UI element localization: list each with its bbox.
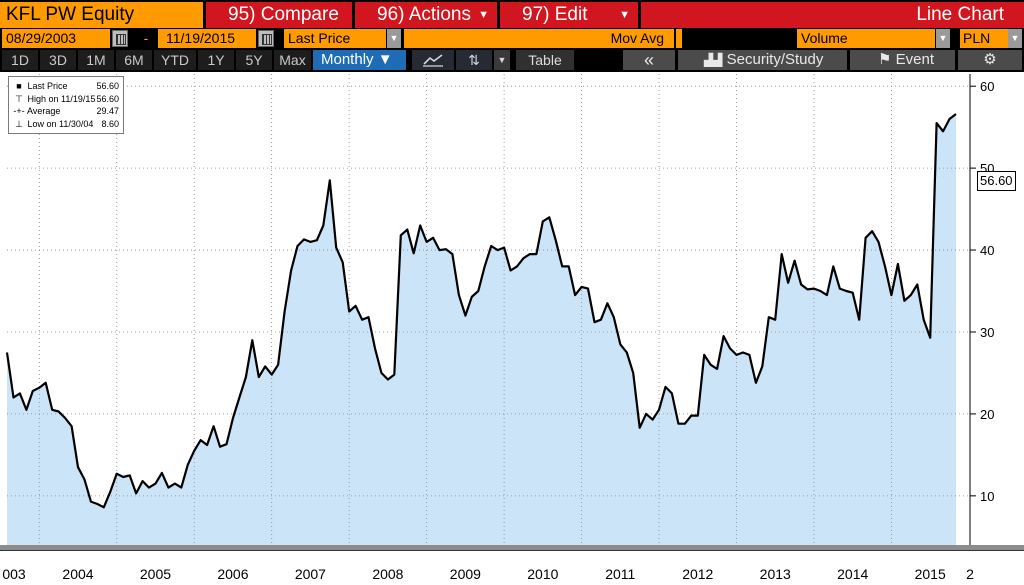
start-calendar-icon[interactable] [112, 30, 128, 47]
event-button[interactable]: ⚑ Event [850, 50, 955, 70]
y-tick-label: 20 [980, 407, 994, 422]
y-tick-label: 10 [980, 489, 994, 504]
x-tick-label: 2015 [915, 566, 946, 582]
price-area [7, 114, 956, 545]
price-line [5, 113, 957, 509]
compare-arrows-icon: ⇅ [468, 52, 480, 68]
x-tick-label: 2007 [295, 566, 326, 582]
x-tick-label: 2014 [837, 566, 868, 582]
table-button[interactable]: Table [516, 50, 574, 70]
legend-label: Last Price [27, 81, 68, 91]
period-select[interactable]: Monthly ▼ [313, 50, 406, 70]
legend-value: 8.60 [101, 118, 119, 129]
x-tick-label: 2005 [140, 566, 171, 582]
currency-field[interactable]: PLN [960, 29, 1008, 48]
collapse-button[interactable]: « [623, 50, 675, 70]
range-ytd-button[interactable]: YTD [154, 50, 196, 70]
event-label: Event [895, 51, 934, 68]
security-study-label: Security/Study [726, 51, 824, 68]
gear-icon: ⚙ [983, 51, 997, 68]
line-style-button[interactable] [412, 50, 454, 70]
x-tick-label: 2006 [217, 566, 248, 582]
settings-button[interactable]: ⚙ [958, 50, 1022, 70]
edit-label: 97) Edit [522, 4, 588, 25]
edit-menu[interactable]: 97) Edit ▼ [500, 2, 638, 28]
compare-arrows-button[interactable]: ⇅ [456, 50, 492, 70]
range-1y-button[interactable]: 1Y [198, 50, 234, 70]
actions-caret-icon: ▼ [478, 9, 489, 21]
flag-icon: ⚑ [878, 51, 892, 68]
x-tick-label: 2011 [605, 566, 635, 582]
average-marker-icon: -+- [13, 106, 25, 116]
end-date-field[interactable]: 11/19/2015 [158, 29, 256, 48]
legend-label: Average [27, 106, 61, 116]
legend-row-last-price: ■ Last Price 56.60 [13, 80, 120, 93]
x-tick-label: 003 [2, 566, 26, 582]
date-separator: - [143, 30, 149, 46]
security-ticker[interactable]: KFL PW Equity [0, 2, 203, 28]
start-date-field[interactable]: 08/29/2003 [2, 29, 110, 48]
mov-avg-field[interactable]: Mov Avg [404, 29, 674, 48]
x-tick-label: 2004 [62, 566, 93, 582]
last-price-marker-icon: ■ [16, 81, 22, 91]
date-field-bar: 08/29/2003 - 11/19/2015 Last Price ▼ Mov… [0, 29, 1024, 48]
x-tick-label: 2013 [760, 566, 791, 582]
actions-menu[interactable]: 96) Actions ▼ [355, 2, 497, 28]
range-5y-button[interactable]: 5Y [236, 50, 272, 70]
title-bar: KFL PW Equity 95) Compare 96) Actions ▼ … [0, 0, 1024, 29]
last-price-label: 56.60 [977, 171, 1016, 191]
legend-row-high: ⊤ High on 11/19/15 56.60 [13, 93, 120, 106]
x-tick-label: 2 [966, 566, 974, 582]
mov-avg-spacer [676, 29, 682, 48]
volume-field[interactable]: Volume [797, 29, 935, 48]
x-tick-label: 2009 [450, 566, 481, 582]
legend-label: Low on 11/30/04 [27, 118, 94, 129]
y-tick-label: 30 [980, 325, 994, 340]
y-tick-label: 60 [980, 79, 994, 94]
low-marker-icon: ⊥ [15, 118, 23, 129]
chart-type-title: Line Chart [641, 2, 1024, 28]
range-3d-button[interactable]: 3D [40, 50, 76, 70]
high-marker-icon: ⊤ [15, 93, 23, 104]
range-max-button[interactable]: Max [274, 50, 311, 70]
x-tick-label: 2008 [372, 566, 403, 582]
toolbar: 1D 3D 1M 6M YTD 1Y 5Y Max Monthly ▼ ⇅ ▼ … [0, 48, 1024, 72]
security-study-icon: ▟▟ [704, 53, 723, 67]
y-tick-label: 40 [980, 243, 994, 258]
legend-row-average: -+- Average 29.47 [13, 105, 120, 118]
range-6m-button[interactable]: 6M [116, 50, 152, 70]
edit-caret-icon: ▼ [619, 9, 630, 21]
price-chart[interactable]: 10 20 30 40 50 60 003 2004 2005 2006 2007 2008 2009 2… [0, 72, 1024, 585]
compare-label: 95) Compare [228, 4, 339, 25]
x-axis-band [0, 545, 1024, 550]
legend-label: High on 11/19/15 [27, 93, 96, 104]
security-study-button[interactable]: ▟▟ Security/Study [678, 50, 847, 70]
legend-value: 29.47 [96, 106, 119, 116]
legend-value: 56.60 [96, 93, 119, 104]
compare-button[interactable]: 95) Compare [206, 2, 352, 28]
chart-legend[interactable]: ■ Last Price 56.60 ⊤ High on 11/19/15 56… [8, 76, 124, 134]
range-1m-button[interactable]: 1M [78, 50, 114, 70]
end-calendar-icon[interactable] [258, 30, 274, 47]
x-tick-label: 2012 [682, 566, 713, 582]
compare-arrows-dropdown-icon[interactable]: ▼ [494, 50, 510, 70]
range-1d-button[interactable]: 1D [2, 50, 38, 70]
legend-row-low: ⊥ Low on 11/30/04 8.60 [13, 118, 120, 131]
legend-value: 56.60 [96, 81, 119, 91]
price-field-select[interactable]: Last Price [284, 29, 386, 48]
price-field-dropdown-icon[interactable]: ▼ [387, 29, 401, 48]
line-style-icon [423, 54, 443, 67]
actions-label: 96) Actions [377, 4, 471, 25]
x-tick-label: 2010 [527, 566, 558, 582]
currency-dropdown-icon[interactable]: ▼ [1008, 29, 1022, 48]
x-axis-line [0, 550, 1024, 551]
volume-dropdown-icon[interactable]: ▼ [936, 29, 950, 48]
